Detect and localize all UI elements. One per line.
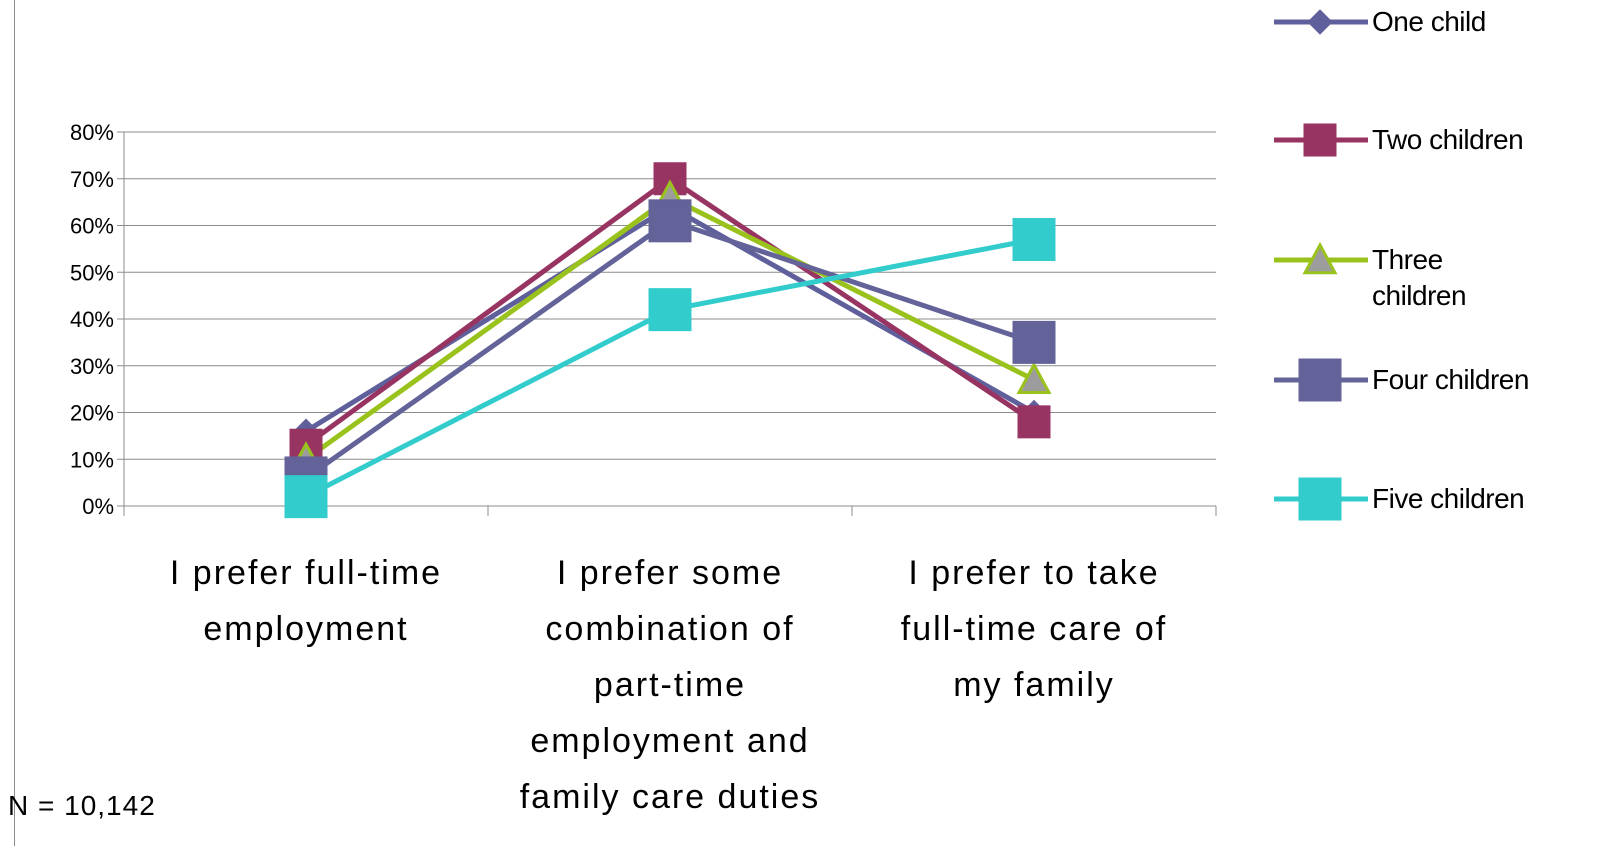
y-tick-label: 60% [70, 214, 114, 239]
x-category-label-line: combination of [545, 610, 795, 648]
series-lines [284, 162, 1056, 519]
legend-marker [1298, 477, 1342, 521]
data-point [1012, 320, 1056, 364]
legend-label-line: Two children [1372, 124, 1524, 155]
legend-label: Two children [1372, 122, 1524, 158]
sample-size-note: N = 10,142 [8, 790, 156, 821]
x-category-label-line: I prefer full-time [169, 554, 443, 592]
x-category-label: I prefer to take full-time care of my fami… [869, 545, 1199, 713]
x-category-label-line: employment and [530, 722, 810, 760]
legend-marker [1302, 241, 1338, 275]
y-tick-label: 10% [70, 447, 114, 472]
legend-label: Five children [1372, 481, 1525, 517]
y-tick-label: 80% [70, 120, 114, 145]
y-tick-label: 40% [70, 307, 114, 332]
data-point [284, 475, 328, 519]
series-markers-five-children [284, 218, 1056, 519]
legend-marker [1298, 358, 1342, 402]
data-point [648, 288, 692, 332]
x-category-label-line: I prefer to take [908, 554, 1160, 592]
legend-label: One child [1372, 4, 1486, 40]
data-point [1017, 405, 1051, 439]
legend-markers [1274, 9, 1368, 521]
legend-label-line: Three [1372, 244, 1443, 275]
y-tick-label: 0% [82, 494, 114, 519]
data-point [1012, 218, 1056, 262]
legend-label-line: children [1372, 280, 1467, 311]
legend-marker [1303, 123, 1337, 157]
legend-marker [1307, 9, 1333, 35]
x-category-label-line: employment [203, 610, 409, 648]
x-category-label-line: full-time care of [900, 610, 1168, 648]
series-markers-four-children [284, 199, 1056, 500]
x-category-label: I prefer full-time employment [141, 545, 471, 657]
data-point [1016, 361, 1052, 395]
legend-label: Four children [1372, 362, 1529, 398]
legend-label-line: One child [1372, 6, 1486, 37]
x-category-label-line: my family [953, 666, 1115, 704]
y-tick-label: 50% [70, 260, 114, 285]
data-point [648, 199, 692, 243]
y-tick-label: 70% [70, 167, 114, 192]
chart-frame-border [14, 0, 15, 846]
x-category-label-line: I prefer some [556, 554, 784, 592]
legend-label: Three children [1372, 242, 1467, 314]
y-tick-labels: 0% 10% 20% 30% 40% 50% 60% 70% 80% [70, 120, 114, 519]
x-category-label-line: part-time [593, 666, 747, 704]
y-tick-label: 20% [70, 401, 114, 426]
x-category-label: I prefer some combination of part-time empl… [505, 545, 835, 825]
x-category-label-line: family care duties [519, 778, 821, 816]
y-tick-label: 30% [70, 354, 114, 379]
legend-label-line: Four children [1372, 364, 1529, 395]
legend-label-line: Five children [1372, 483, 1525, 514]
